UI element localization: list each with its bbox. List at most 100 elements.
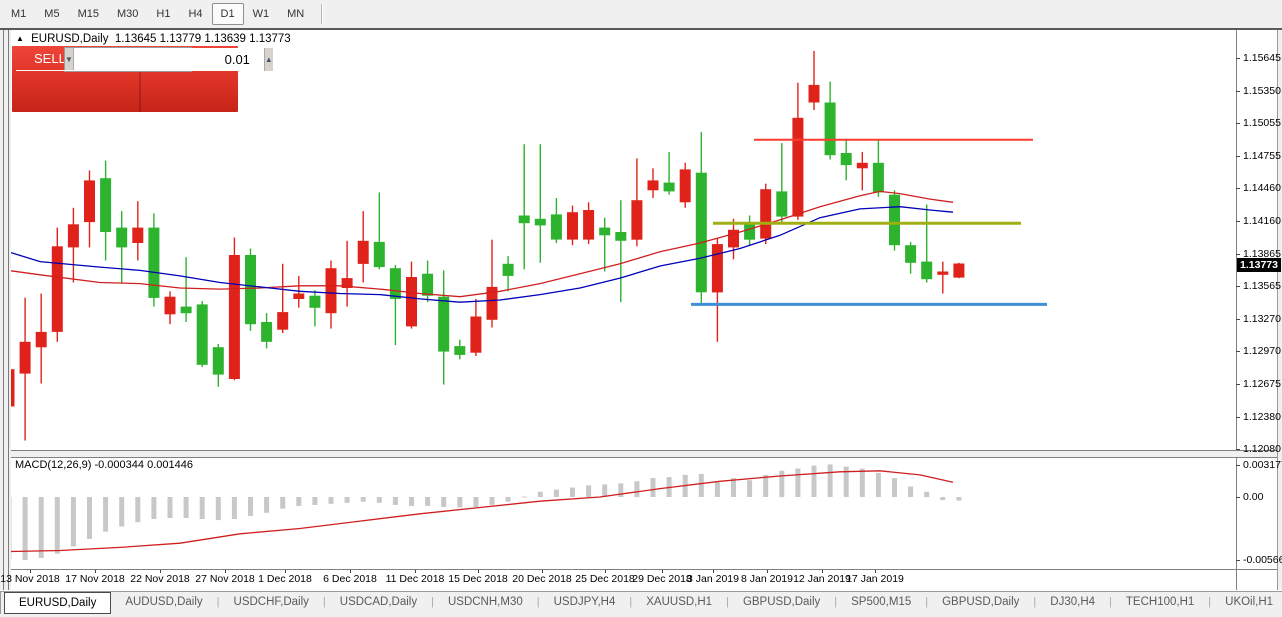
chart-shift-icon: ▲ (16, 34, 24, 43)
sell-price-point: 3 (97, 116, 106, 133)
price-tick-label: 1.14460 (1243, 182, 1281, 195)
chart-tab-DJ30-H4[interactable]: DJ30,H4 (1050, 596, 1096, 608)
chart-tab-GBPUSD-Daily[interactable]: GBPUSD,Daily (942, 596, 1020, 608)
macd-bar (827, 464, 833, 497)
candle-bear (776, 191, 788, 217)
candle-bear (212, 347, 224, 375)
macd-bar (344, 497, 350, 503)
macd-bar (602, 484, 608, 497)
timeframe-button-M15[interactable]: M15 (77, 8, 99, 20)
volume-increase-icon[interactable]: ▲ (264, 48, 273, 71)
window-frame-top (0, 28, 1282, 30)
timeframe-button-H1[interactable]: H1 (156, 8, 171, 20)
price-tick-label: 1.13865 (1243, 247, 1281, 260)
date-tick-mark (875, 570, 876, 573)
ma-blue-line (11, 206, 954, 303)
macd-bar (521, 496, 527, 498)
macd-bar (360, 497, 366, 502)
macd-bar (312, 497, 318, 505)
candle-bull (937, 271, 949, 275)
macd-bar (38, 497, 44, 558)
tab-separator: | (834, 596, 838, 608)
date-tick-mark (285, 570, 286, 573)
chart-tab-TECH100-H1[interactable]: TECH100,H1 (1125, 596, 1195, 608)
buy-price[interactable]: 1.13793 (147, 114, 221, 156)
date-tick-mark (225, 570, 226, 573)
date-label: 1 Dec 2018 (258, 573, 312, 585)
macd-bar (215, 497, 221, 521)
chart-tab-XAUUSD-H1[interactable]: XAUUSD,H1 (646, 596, 713, 608)
candle-bull (277, 312, 289, 330)
candle-bull (567, 212, 578, 240)
date-tick-mark (415, 570, 416, 573)
macd-bar (924, 491, 930, 498)
chart-tab-USDJPY-H4[interactable]: USDJPY,H4 (553, 596, 616, 608)
candle-bear (550, 214, 562, 240)
chart-tab-USDCHF-Daily[interactable]: USDCHF,Daily (233, 596, 309, 608)
chart-tab-USDCAD-Daily[interactable]: USDCAD,Daily (339, 596, 418, 608)
macd-bar (87, 497, 92, 539)
macd-bar (956, 497, 962, 501)
chart-tab-UKOil-H1[interactable]: UKOil,H1 (1225, 596, 1274, 608)
candle-bear (518, 215, 530, 224)
candle-bull (679, 169, 691, 203)
macd-splitter[interactable] (11, 450, 1277, 458)
macd-bar (843, 466, 849, 497)
macd-bar (409, 497, 414, 506)
tab-separator: | (1033, 596, 1037, 608)
macd-bar (119, 497, 125, 527)
timeframe-button-M1[interactable]: M1 (11, 8, 27, 20)
price-tick-mark (1236, 155, 1240, 157)
chart-tab-EURUSD-Daily[interactable]: EURUSD,Daily (4, 592, 112, 614)
buy-price-figure: 1.13 (147, 130, 175, 146)
timeframe-button-W1[interactable]: W1 (252, 8, 270, 20)
chart-tab-USDCNH-M30[interactable]: USDCNH,M30 (447, 596, 523, 608)
macd-bar (457, 497, 463, 508)
candle-bear (261, 322, 273, 342)
macd-tick-label: -0.005667 (1243, 554, 1282, 566)
macd-bar (425, 497, 431, 506)
macd-bar (473, 497, 479, 507)
date-label: 13 Nov 2018 (0, 573, 60, 585)
price-tick-label: 1.12675 (1243, 378, 1281, 390)
date-label: 20 Dec 2018 (512, 573, 572, 585)
candle-bear (872, 162, 884, 193)
timeframe-button-MN[interactable]: MN (287, 8, 305, 20)
timeframe-button-D1[interactable]: D1 (211, 3, 244, 25)
candle-bull (856, 162, 868, 169)
window-frame-right (1277, 30, 1282, 590)
macd-bar (11, 497, 12, 559)
chart-tab-bar: EURUSD,Daily AUDUSD,Daily | USDCHF,Daily | US… (0, 591, 1282, 617)
macd-bar (586, 485, 592, 497)
date-tick-mark (767, 570, 768, 573)
candle-bear (534, 218, 546, 226)
sell-button[interactable]: SELL (34, 51, 66, 66)
candle-bull (728, 229, 739, 248)
tab-separator: | (322, 596, 326, 608)
volume-input[interactable] (72, 48, 265, 71)
date-label: 12 Jan 2019 (793, 573, 851, 585)
macd-bar (248, 497, 253, 516)
chart-tab-GBPUSD-Daily[interactable]: GBPUSD,Daily (742, 596, 821, 608)
macd-signal-line (11, 470, 954, 553)
candle-bull (711, 244, 723, 293)
date-tick-mark (30, 570, 31, 573)
candle-bull (406, 277, 417, 327)
candle-bear (309, 295, 321, 308)
chart-tab-SP500-M15[interactable]: SP500,M15 (851, 596, 912, 608)
timeframe-button-M5[interactable]: M5 (44, 8, 60, 20)
sell-price[interactable]: 1.13773 (32, 114, 106, 156)
candle-bull (583, 210, 595, 240)
candle-bear (438, 296, 450, 352)
candle-bear (389, 268, 401, 299)
candle-bear (116, 227, 128, 248)
tab-separator: | (216, 596, 220, 608)
chart-tab-AUDUSD-Daily[interactable]: AUDUSD,Daily (125, 596, 203, 608)
macd-tick-label: 0.00 (1243, 491, 1264, 503)
timeframe-button-H4[interactable]: H4 (188, 8, 203, 20)
macd-bar (763, 474, 769, 497)
volume-decrease-icon[interactable]: ▼ (65, 48, 73, 71)
timeframe-button-M30[interactable]: M30 (116, 8, 139, 20)
price-tick-mark (1236, 449, 1240, 451)
